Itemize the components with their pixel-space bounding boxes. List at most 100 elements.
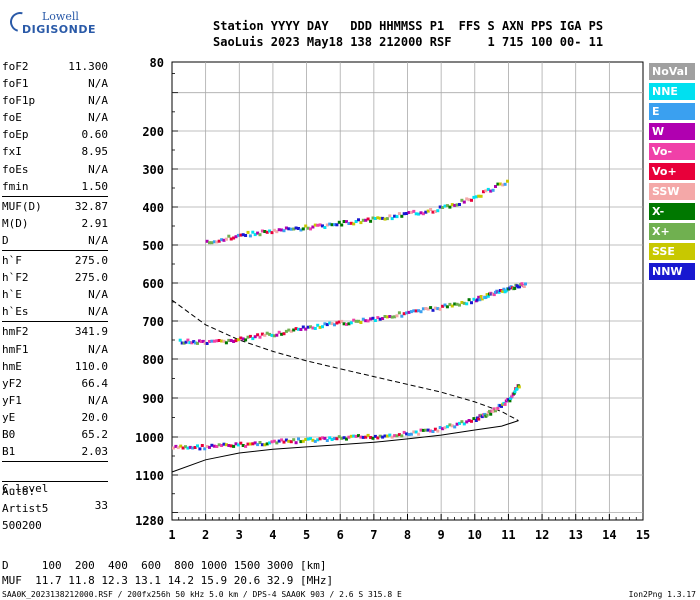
echo-point [369,436,373,439]
echo-point [460,420,464,424]
param-row: B0 65.2 [2,426,108,443]
x-tick-label: 6 [337,528,344,542]
param-value: 1.50 [81,179,109,193]
echo-point [234,339,238,343]
echo-point [472,417,476,421]
param-row: foF1 N/A [2,75,108,92]
echo-point [438,426,442,429]
echo-point [460,198,464,202]
echo-point [448,302,452,306]
echo-point [311,225,315,229]
echo-point [393,315,397,319]
echo-point [381,435,385,439]
echo-point [361,435,365,439]
echo-point [193,446,197,449]
echo-point [357,434,360,438]
echo-point [349,221,353,225]
param-value: 2.91 [81,216,109,230]
param-name: hmF2 [2,325,29,339]
echo-point [433,210,437,213]
echo-point [412,209,416,213]
echo-point [220,444,224,447]
echo-point [340,319,344,323]
echo-point [383,217,387,221]
echo-point [436,429,440,433]
echo-point [191,446,195,450]
echo-point [424,210,428,214]
echo-point [364,435,368,439]
param-row: hmE 110.0 [2,358,108,375]
param-row: yF1 N/A [2,392,108,409]
echo-point [366,217,370,221]
param-name: MUF(D) [2,199,42,213]
echo-point [359,435,363,439]
echo-point [205,445,209,448]
echo-point [485,293,489,297]
echo-point [297,227,300,230]
echo-point [311,326,315,330]
c-level-row: C-level 33 [2,463,108,512]
echo-point [210,443,214,447]
param-row: h`F 275.0 [2,252,108,269]
echo-point [486,294,490,298]
grid [171,61,644,521]
echo-point [244,338,248,342]
echo-point [349,321,353,325]
echo-point [256,443,260,447]
echo-point [364,319,368,323]
echo-point [409,210,413,214]
echo-point [217,239,221,243]
echo-point [321,224,324,228]
y-tick-label: 1100 [135,469,164,483]
echo-point [330,438,334,441]
echo-point [229,339,233,342]
echo-point [241,444,245,447]
echo-point [313,223,317,227]
echo-point [299,228,303,232]
echo-point [248,442,252,446]
echo-point [489,189,493,193]
echo-point [381,317,385,320]
echo-point [184,340,188,344]
legend-item-noval: NoVal [649,63,695,80]
echo-point [445,425,449,429]
echo-point [467,298,471,302]
param-row: M(D) 2.91 [2,215,108,232]
param-row: fmin 1.50 [2,178,108,195]
echo-point [265,230,269,234]
echo-point [282,440,286,444]
param-name: fmin [2,179,29,193]
echo-point [478,298,482,302]
param-name: foF2 [2,60,29,73]
echo-point [414,430,418,434]
param-name: hmE [2,359,22,373]
echo-point [484,189,488,193]
param-value: N/A [88,393,108,407]
echo-point [345,322,348,326]
echo-point [429,429,433,433]
echo-point [400,434,404,438]
echo-point [504,289,508,293]
echo-point [397,311,401,315]
param-row: yF2 66.4 [2,375,108,392]
echo-point [333,223,336,227]
echo-point [431,430,435,433]
param-row: hmF1 N/A [2,341,108,358]
echo-point [287,439,291,443]
echo-point [194,341,198,345]
echo-point [272,228,276,232]
echo-point [215,445,219,448]
echo-point [352,434,356,438]
echo-point [419,428,423,432]
echo-point [217,443,221,447]
separator [2,195,108,197]
profile-dashed-line [171,299,519,422]
y-tick-label: 600 [142,277,164,291]
param-value: 32.87 [74,199,108,213]
echo-point [178,338,182,342]
echo-point [224,237,228,241]
echo-point [256,231,260,235]
param-value: 341.9 [74,325,108,339]
echo-point [378,434,382,438]
